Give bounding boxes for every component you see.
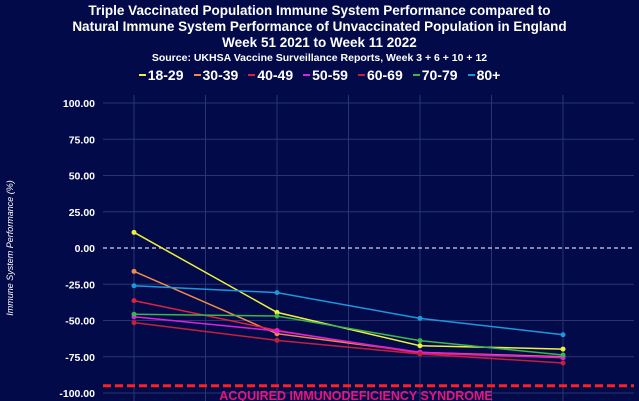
legend-label: 50-59 [312,67,348,83]
data-point-60-69 [131,320,137,326]
legend-item: 40-49 [248,67,293,83]
data-point-70-79 [274,313,280,319]
data-point-80+ [131,283,137,289]
y-tick-label: 75.00 [69,134,95,146]
y-axis-label: Immune System Performance (%) [5,180,15,316]
y-tick-label: 0.00 [75,243,96,255]
data-point-80+ [274,290,280,296]
legend-label: 18-29 [147,67,184,83]
chart-subtitle: Source: UKHSA Vaccine Surveillance Repor… [151,52,488,64]
legend-swatch [467,74,475,76]
legend-swatch [248,74,256,76]
legend-item: 30-39 [193,67,239,83]
data-point-18-29 [417,343,423,349]
data-point-60-69 [560,360,566,366]
data-point-70-79 [417,338,423,344]
y-tick-label: -25.00 [65,279,95,291]
data-point-40-49 [131,298,137,304]
legend: 18-29 30-39 40-49 50-59 60-69 70-79 80+ [0,67,639,83]
legend-item: 80+ [467,67,501,83]
data-point-30-39 [131,268,137,274]
legend-label: 80+ [476,67,501,83]
title-line-3: Week 51 2021 to Week 11 2022 [222,35,417,50]
y-tick-label: 100.00 [63,98,95,110]
data-point-60-69 [417,351,423,357]
title-line-1: Triple Vaccinated Population Immune Syst… [88,3,551,18]
data-point-18-29 [131,229,137,235]
legend-swatch [303,74,311,76]
series-line-60-69 [133,321,564,364]
legend-item: 60-69 [357,67,403,83]
legend-item: 18-29 [138,67,184,83]
y-tick-label: 50.00 [69,171,95,183]
y-tick-label: -75.00 [65,352,95,364]
series-line-50-59 [133,315,564,359]
y-tick-label: 25.00 [69,207,95,219]
title-line-2: Natural Immune System Performance of Unv… [72,19,567,34]
data-point-60-69 [274,337,280,343]
series-line-80+ [133,284,564,336]
data-point-18-29 [560,346,566,352]
y-tick-label: -50.00 [65,316,95,328]
data-point-80+ [417,315,423,321]
data-point-18-29 [274,309,280,315]
legend-swatch [357,74,365,76]
series-line-70-79 [133,313,564,356]
legend-swatch [412,74,420,76]
legend-item: 70-79 [412,67,458,83]
legend-label: 40-49 [257,67,294,83]
legend-label: 60-69 [366,67,403,83]
legend-label: 70-79 [421,67,458,83]
aids-label: ACQUIRED IMMUNODEFICIENCY SYNDROME [219,389,492,401]
legend-swatch [138,74,146,76]
legend-item: 50-59 [303,67,348,83]
data-point-80+ [560,332,566,338]
data-point-70-79 [560,352,566,358]
data-point-70-79 [131,311,137,317]
y-tick-label: -100.00 [59,388,95,400]
data-point-50-59 [274,328,280,334]
legend-swatch [193,74,201,76]
chart-title: Triple Vaccinated Population Immune Syst… [0,3,639,51]
legend-label: 30-39 [202,67,239,83]
